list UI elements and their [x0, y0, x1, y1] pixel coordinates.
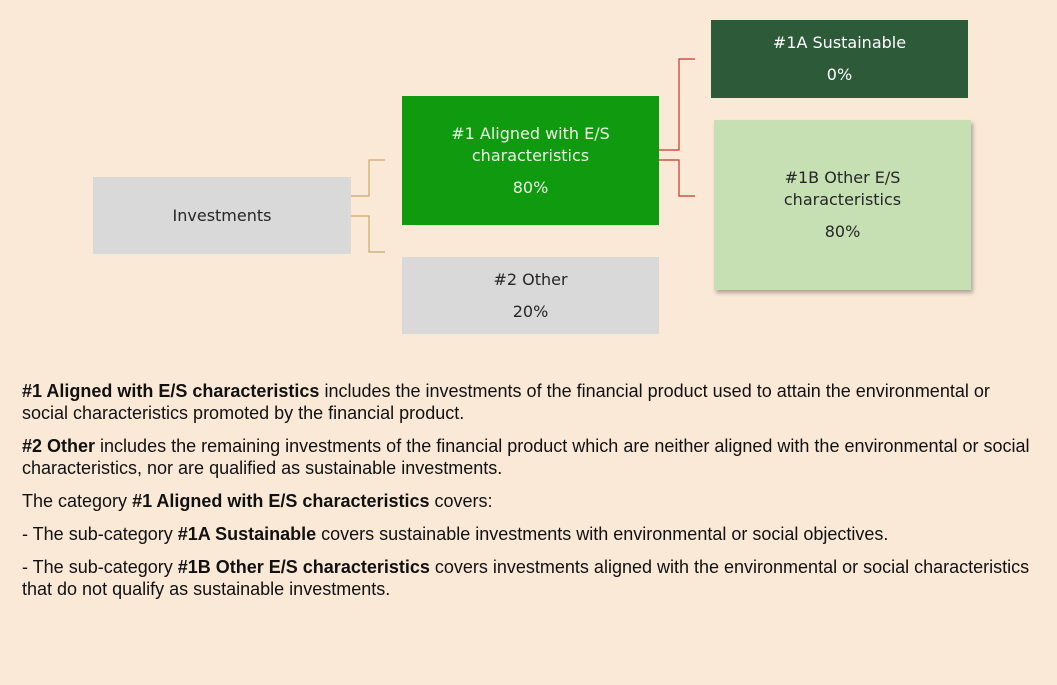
node: #1 Aligned with E/S characteristics 80%	[402, 96, 659, 225]
node-value: 80%	[824, 222, 861, 241]
node: #2 Other 20%	[402, 257, 659, 334]
explanation: #1 Aligned with E/S characteristics incl…	[22, 380, 1037, 611]
node-label: Investments	[172, 205, 272, 225]
investments-bracket	[351, 159, 385, 253]
node: #1B Other E/S characteristics 80%	[714, 120, 971, 290]
bold-term: #1B Other E/S characteristics	[177, 557, 430, 577]
bold-term: #1 Aligned with E/S characteristics	[132, 491, 430, 511]
node-label: #2 Other	[493, 269, 568, 289]
paragraph: The category #1 Aligned with E/S charact…	[22, 490, 1037, 512]
paragraph: #1 Aligned with E/S characteristics incl…	[22, 380, 1037, 424]
text-run: The category	[22, 491, 133, 511]
node-value: 80%	[512, 177, 549, 197]
paragraph: - The sub-category #1A Sustainable cover…	[22, 523, 1037, 545]
node-label: #1 Aligned with E/S characteristics	[451, 123, 610, 165]
node-label: #1B Other E/S characteristics	[783, 168, 902, 209]
bold-term: #1 Aligned with E/S characteristics	[22, 381, 320, 401]
node-label: #1A Sustainable	[772, 33, 907, 52]
text-run: includes the remaining investments of th…	[22, 436, 1030, 478]
node-value: 0%	[826, 65, 853, 84]
node: #1A Sustainable 0%	[711, 20, 968, 98]
paragraph: - The sub-category #1B Other E/S charact…	[22, 556, 1037, 600]
text-run: - The sub-category	[22, 524, 178, 544]
bold-term: #2 Other	[22, 436, 96, 456]
aligned-bracket	[659, 58, 695, 197]
text-run: covers investments aligned with the envi…	[22, 557, 1030, 599]
text-run: - The sub-category	[22, 557, 178, 577]
bold-term: #1A Sustainable	[177, 524, 317, 544]
text-run: covers:	[429, 491, 493, 511]
node-value: 20%	[512, 301, 549, 321]
paragraph: #2 Other includes the remaining investme…	[22, 435, 1037, 479]
text-run: includes the investments of the financia…	[22, 381, 990, 423]
text-run: covers sustainable investments with envi…	[316, 524, 889, 544]
node: Investments	[93, 177, 351, 254]
